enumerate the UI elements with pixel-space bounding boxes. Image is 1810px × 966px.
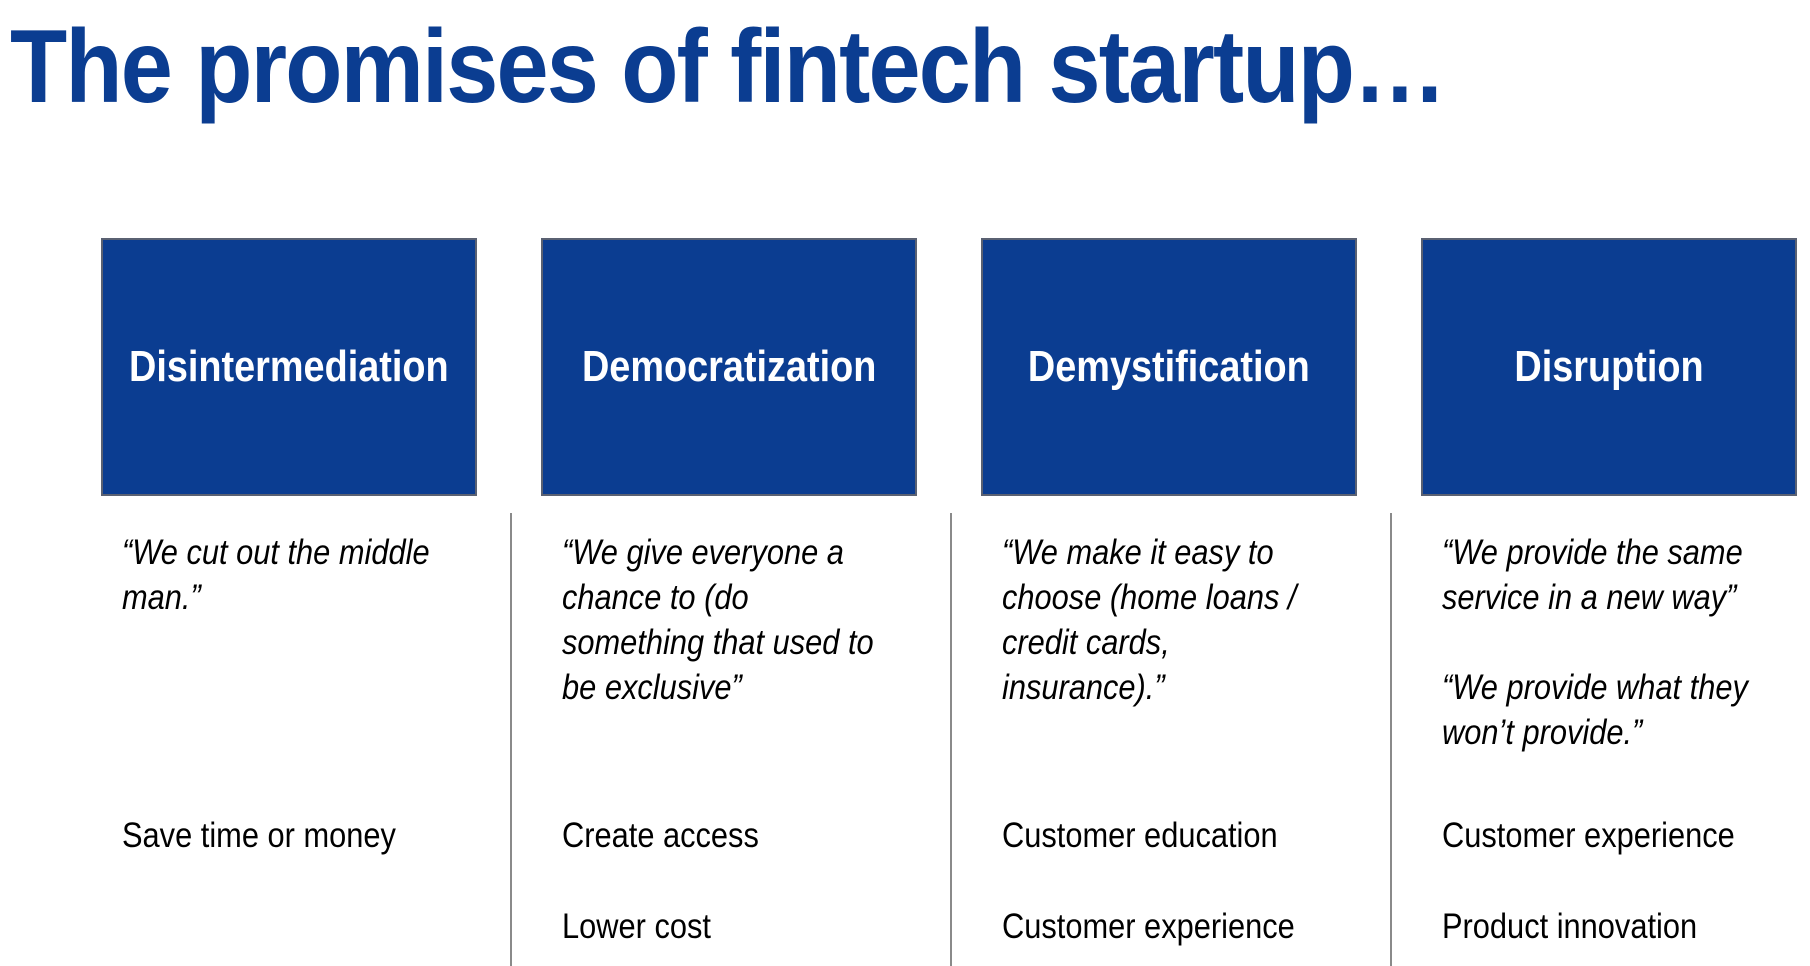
column-divider [1390,513,1392,966]
heading-box-disruption: Disruption [1421,238,1797,496]
column-text-demystification: “We make it easy to choose (home loans /… [1002,530,1362,710]
point: Customer experience [1002,907,1295,946]
point: Customer education [1002,816,1278,855]
column-divider [950,513,952,966]
point: Customer experience [1442,816,1735,855]
point: Create access [562,816,759,855]
column-text-disintermediation: “We cut out the middle man.” [122,530,482,620]
heading-label: Disruption [1514,342,1704,391]
point: Product innovation [1442,907,1698,946]
quote: “We make it easy to choose (home loans /… [1002,533,1297,707]
heading-box-disintermediation: Disintermediation [101,238,477,496]
column-text-democratization: “We give everyone a chance to (do someth… [562,530,922,710]
heading-label: Democratization [581,342,877,391]
heading-box-demystification: Demystification [981,238,1357,496]
heading-label: Demystification [1028,342,1310,391]
point: Save time or money [122,816,396,855]
heading-box-democratization: Democratization [541,238,917,496]
quote: “We give everyone a chance to (do someth… [562,533,874,707]
slide-title: The promises of fintech startup… [10,9,1447,125]
quote: “We provide what they won’t provide.” [1442,668,1748,752]
heading-label: Disintermediation [129,342,449,391]
column-text-disruption: “We provide the same service in a new wa… [1442,530,1802,755]
quote: “We provide the same service in a new wa… [1442,533,1743,617]
quote: “We cut out the middle man.” [122,533,430,617]
point: Lower cost [562,907,711,946]
column-divider [510,513,512,966]
